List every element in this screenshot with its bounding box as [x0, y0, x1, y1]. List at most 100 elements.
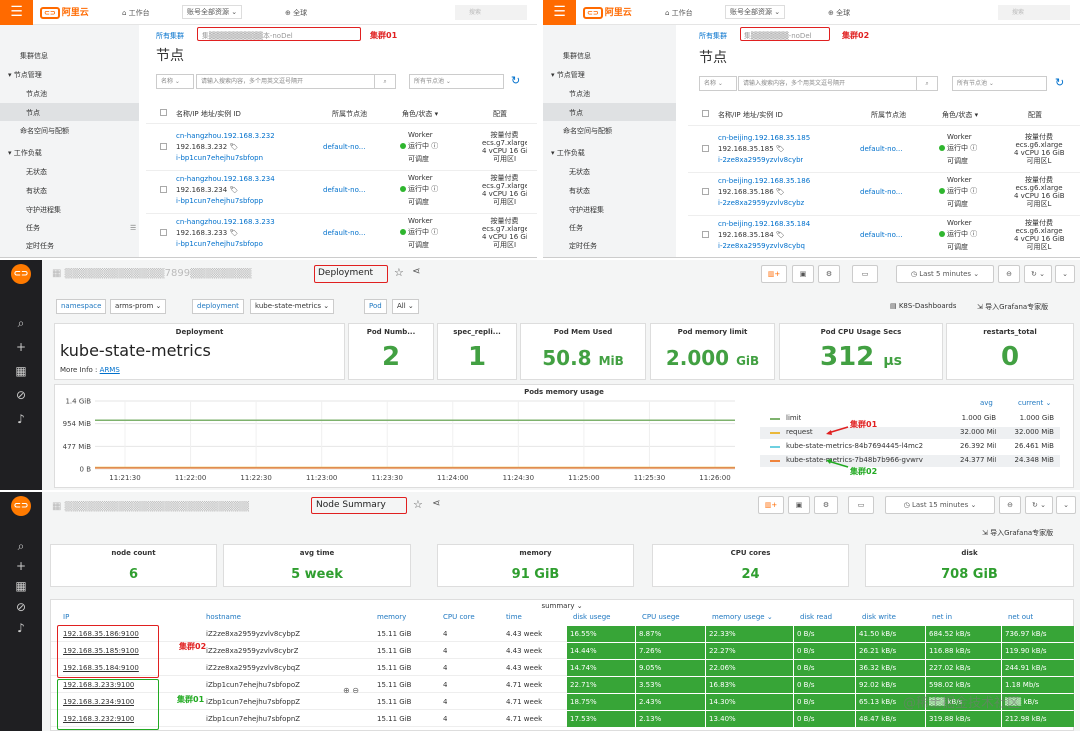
var-deployment-select[interactable]: kube-state-metrics ⌄ [250, 299, 335, 314]
sidebar-item-cluster-info[interactable]: 集群信息 [563, 52, 591, 60]
node-name-link[interactable]: cn-hangzhou.192.168.3.232 [176, 132, 275, 140]
row-checkbox[interactable] [160, 186, 167, 193]
row-checkbox[interactable] [160, 229, 167, 236]
tag-icon[interactable]: 🏷 [775, 145, 785, 153]
instance-id[interactable]: i-bp1cun7ehejhu7sbfopp [176, 197, 264, 205]
plus-icon[interactable]: + [15, 559, 27, 573]
node-pool-link[interactable]: default-no... [860, 188, 903, 196]
sidebar-item-job[interactable]: 任务 [569, 224, 583, 232]
refresh-icon[interactable]: ↻ ⌄ [1024, 265, 1052, 283]
row-checkbox[interactable] [160, 143, 167, 150]
tv-mode-icon[interactable]: ▭ [852, 265, 878, 283]
node-pool-link[interactable]: default-no... [323, 186, 366, 194]
time-range-picker[interactable]: ◷ Last 15 minutes ⌄ [885, 496, 995, 514]
arms-link[interactable]: ARMS [99, 366, 120, 374]
grafana-logo-icon[interactable]: ⊂⊃ [11, 496, 31, 516]
workbench-link[interactable]: ⌂ 工作台 [122, 9, 150, 17]
search-icon[interactable]: ⌕ [916, 76, 938, 91]
col-role[interactable]: 角色/状态 ▾ [942, 111, 979, 119]
node-pool-link[interactable]: default-no... [860, 231, 903, 239]
tag-icon[interactable]: 🏷 [775, 231, 785, 239]
share-icon[interactable]: ⋖ [432, 498, 441, 509]
sidebar-item-stateful[interactable]: 有状态 [26, 187, 47, 195]
node-name-link[interactable]: cn-beijing.192.168.35.186 [718, 177, 811, 185]
breadcrumb-cluster[interactable]: 集▒▒▒▒▒▒▒-noDel [744, 32, 812, 40]
dashboard-breadcrumb[interactable]: ▦ ▒▒▒▒▒▒▒▒▒▒▒▒▒7899▒▒▒▒▒▒▒▒ [52, 268, 252, 279]
import-grafana-link[interactable]: ⇲ 导入Grafana专家版 [982, 529, 1054, 537]
search-icon[interactable]: ⌕ [374, 74, 396, 89]
sidebar-item-job[interactable]: 任务 [26, 224, 40, 232]
th-net-out[interactable]: net out [1008, 613, 1034, 621]
instance-id[interactable]: i-bp1cun7ehejhu7sbfopn [176, 154, 264, 162]
save-icon[interactable]: ▣ [792, 265, 814, 283]
row-checkbox[interactable] [702, 231, 709, 238]
sidebar-item-cronjob[interactable]: 定时任务 [26, 242, 54, 250]
legend-item[interactable]: request 32.000 MiB 32.000 MiB [760, 427, 1060, 439]
alert-bell-icon[interactable]: ♪ [17, 412, 25, 426]
nodepool-select[interactable]: 所有节点池 ⌄ [952, 76, 1047, 91]
explore-icon[interactable]: ⊘ [15, 388, 27, 402]
sidebar-item-workload[interactable]: ▾ 工作负载 [8, 149, 42, 157]
th-hostname[interactable]: hostname [206, 613, 241, 621]
filter-input[interactable]: 请输入搜索内容，多个用英文逗号隔开 [196, 74, 376, 89]
k8s-dashboards-link[interactable]: ▤ K8S-Dashboards [890, 302, 957, 310]
search-icon[interactable]: ⌕ [17, 539, 25, 553]
sidebar-item-stateless[interactable]: 无状态 [26, 168, 47, 176]
menu-icon[interactable]: ☰ [0, 0, 33, 25]
filter-input[interactable]: 请输入搜索内容，多个用英文逗号隔开 [738, 76, 918, 91]
sidebar-item-namespace[interactable]: 命名空间与配额 [20, 127, 69, 135]
node-pool-link[interactable]: default-no... [323, 229, 366, 237]
row-checkbox[interactable] [702, 188, 709, 195]
settings-gear-icon[interactable]: ⚙ [818, 265, 840, 283]
nodepool-select[interactable]: 所有节点池 ⌄ [409, 74, 504, 89]
sidebar-item-workload[interactable]: ▾ 工作负载 [551, 149, 585, 157]
th-cpu-core[interactable]: CPU core [443, 613, 475, 621]
sidebar-item-daemonset[interactable]: 守护进程集 [26, 206, 61, 214]
star-icon[interactable]: ☆ [394, 266, 404, 279]
star-icon[interactable]: ☆ [413, 498, 423, 511]
legend-item[interactable]: kube-state-metrics-84b7694445-l4mc2 26.3… [760, 441, 1060, 453]
th-memory[interactable]: memory [377, 613, 407, 621]
node-pool-link[interactable]: default-no... [860, 145, 903, 153]
region-select[interactable]: ⊕ 全球 [828, 9, 851, 17]
breadcrumb-cluster[interactable]: 集▒▒▒▒▒▒▒▒▒▒本-noDel [202, 32, 293, 40]
col-role[interactable]: 角色/状态 ▾ [402, 110, 439, 118]
filter-field-select[interactable]: 名称 ⌄ [699, 76, 737, 91]
sidebar-item-nodepool[interactable]: 节点池 [26, 90, 47, 98]
th-disk-write[interactable]: disk write [862, 613, 896, 621]
dashboards-icon[interactable]: ▦ [15, 579, 27, 593]
aliyun-logo[interactable]: ⊂⊃ 阿里云 [583, 5, 632, 19]
legend-item[interactable]: limit 1.000 GiB 1.000 GiB [760, 413, 1060, 425]
node-name-link[interactable]: cn-beijing.192.168.35.185 [718, 134, 811, 142]
sidebar-item-node-mgmt[interactable]: ▾ 节点管理 [551, 71, 585, 79]
sidebar-item-nodepool[interactable]: 节点池 [569, 90, 590, 98]
save-icon[interactable]: ▣ [788, 496, 810, 514]
th-ip[interactable]: IP [63, 613, 70, 621]
refresh-icon[interactable]: ↻ [511, 74, 521, 87]
plus-icon[interactable]: + [15, 340, 27, 354]
var-namespace-select[interactable]: arms-prom ⌄ [110, 299, 167, 314]
select-all-checkbox[interactable] [702, 110, 709, 117]
tag-icon[interactable]: 🏷 [229, 229, 239, 237]
instance-id[interactable]: i-2ze8xa2959yzvlv8cybz [718, 199, 805, 207]
share-icon[interactable]: ⋖ [412, 266, 421, 277]
sidebar-item-daemonset[interactable]: 守护进程集 [569, 206, 604, 214]
filter-field-select[interactable]: 名称 ⌄ [156, 74, 194, 89]
refresh-icon[interactable]: ↻ [1055, 76, 1065, 89]
sidebar-item-nodes[interactable]: 节点 [569, 109, 583, 117]
menu-icon[interactable]: ☰ [543, 0, 576, 25]
tag-icon[interactable]: 🏷 [775, 188, 785, 196]
node-name-link[interactable]: cn-hangzhou.192.168.3.233 [176, 218, 275, 226]
explore-icon[interactable]: ⊘ [15, 600, 27, 614]
th-time[interactable]: time [506, 613, 522, 621]
dashboard-breadcrumb[interactable]: ▦ ▒▒▒▒▒▒▒▒▒▒▒▒▒▒▒▒▒▒▒▒▒▒▒▒ [52, 501, 250, 512]
zoom-out-icon[interactable]: ⊖ [998, 265, 1020, 283]
search-input[interactable]: 搜索 [455, 5, 527, 20]
tv-mode-icon[interactable]: ▭ [848, 496, 874, 514]
aliyun-logo[interactable]: ⊂⊃ 阿里云 [40, 5, 89, 19]
dashboard-title[interactable]: Deployment [318, 268, 374, 278]
sidebar-item-namespace[interactable]: 命名空间与配额 [563, 127, 612, 135]
collapse-icon[interactable]: ☰ [130, 224, 137, 232]
dashboard-title[interactable]: Node Summary [316, 500, 386, 510]
search-icon[interactable]: ⌕ [17, 316, 25, 330]
